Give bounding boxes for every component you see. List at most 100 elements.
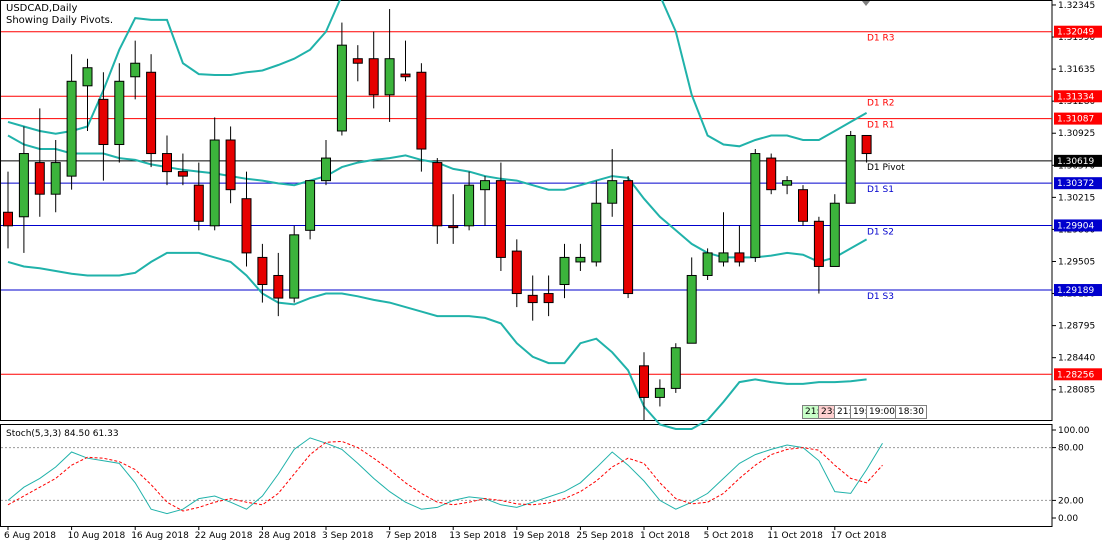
price-tick-label: 1.30215	[1058, 193, 1095, 203]
price-tag-label: 1.30372	[1057, 179, 1094, 189]
bear-candle	[734, 252, 745, 263]
bull-candle	[750, 153, 761, 258]
chart-subtitle-label: Showing Daily Pivots.	[6, 15, 114, 26]
pivot-label: D1 S3	[867, 292, 894, 302]
price-tag-label: 1.30619	[1057, 157, 1094, 167]
bull-candle	[66, 80, 77, 177]
bull-candle	[289, 234, 300, 299]
date-tick-label: 5 Oct 2018	[704, 531, 754, 541]
date-tick-label: 13 Sep 2018	[449, 531, 506, 541]
pivot-label: D1 S1	[867, 185, 894, 195]
price-tick-label: 1.28795	[1058, 322, 1095, 332]
price-tick-label: 1.31990	[1058, 33, 1095, 43]
bull-candle	[384, 58, 395, 96]
bear-candle	[257, 256, 268, 286]
stoch-tick-label: 80.00	[1058, 444, 1084, 454]
bear-candle	[527, 294, 538, 304]
bollinger-lower-band	[7, 251, 867, 430]
stoch-main-line	[7, 437, 883, 515]
pivot-label: D1 R3	[867, 34, 895, 44]
chart-shift-marker	[862, 1, 870, 6]
bear-candle	[273, 274, 284, 299]
bull-candle	[591, 202, 602, 263]
bull-candle	[321, 157, 331, 182]
stoch-pane-frame	[0, 424, 1053, 527]
price-tag	[1054, 90, 1102, 103]
bear-candle	[177, 171, 188, 177]
price-tick-label: 1.28085	[1058, 386, 1095, 396]
bear-candle	[146, 71, 157, 155]
bull-candle	[718, 252, 729, 263]
price-tag	[1054, 177, 1102, 190]
price-tag-label: 1.32049	[1057, 28, 1094, 38]
bear-candle	[225, 139, 236, 191]
date-tick-label: 28 Aug 2018	[258, 531, 316, 541]
price-tag-label: 1.29189	[1057, 286, 1094, 296]
session-box-6: 18:30	[895, 405, 927, 419]
stoch-tick-label: 20.00	[1058, 496, 1084, 506]
price-tag	[1054, 368, 1102, 381]
date-tick-label: 19 Sep 2018	[513, 531, 570, 541]
price-tag	[1054, 219, 1102, 232]
bear-candle	[639, 365, 649, 398]
date-tick-label: 16 Aug 2018	[131, 531, 189, 541]
stoch-tick-label: 100.00	[1058, 426, 1090, 436]
stoch-tick-label: 0.00	[1058, 514, 1078, 524]
stoch-title: Stoch(5,3,3) 84.50 61.33	[6, 429, 119, 439]
price-tag	[1054, 154, 1102, 167]
bull-candle	[480, 180, 490, 191]
bear-candle	[352, 58, 363, 64]
bull-candle	[654, 387, 665, 398]
chart-symbol-label: USDCAD,Daily	[6, 3, 78, 14]
price-tag-label: 1.28256	[1057, 370, 1094, 380]
bull-candle	[686, 274, 697, 344]
bull-candle	[464, 184, 475, 227]
pivot-label: D1 S2	[867, 227, 894, 237]
price-tag	[1054, 284, 1102, 297]
bear-candle	[162, 153, 172, 173]
bear-candle	[3, 211, 13, 227]
bull-candle	[575, 256, 586, 263]
date-tick-label: 11 Oct 2018	[767, 531, 823, 541]
date-tick-label: 22 Aug 2018	[195, 531, 253, 541]
session-box-3: 21:	[834, 405, 855, 419]
pivot-label: D1 R1	[867, 121, 895, 131]
price-tick-label: 1.31635	[1058, 65, 1095, 75]
bear-candle	[241, 198, 252, 254]
session-box-1: 21:	[802, 405, 823, 419]
bear-candle	[495, 180, 506, 258]
bear-candle	[861, 134, 872, 155]
date-tick-label: 10 Aug 2018	[68, 531, 126, 541]
bull-candle	[829, 202, 840, 267]
bull-candle	[782, 180, 793, 186]
price-tag-label: 1.31334	[1057, 92, 1094, 102]
price-tag-label: 1.31087	[1057, 115, 1094, 125]
date-tick-label: 3 Sep 2018	[322, 531, 374, 541]
price-tick-label: 1.28440	[1058, 354, 1095, 364]
bull-candle	[670, 347, 681, 389]
bear-candle	[543, 293, 554, 304]
bear-candle	[400, 73, 411, 78]
bull-candle	[130, 62, 141, 78]
bear-candle	[193, 184, 204, 222]
bear-candle	[432, 162, 443, 227]
price-tick-label: 1.30925	[1058, 129, 1095, 139]
date-tick-label: 17 Oct 2018	[831, 531, 887, 541]
bear-candle	[448, 225, 459, 229]
bull-candle	[305, 180, 316, 231]
bull-candle	[336, 44, 347, 132]
bear-candle	[416, 71, 427, 150]
bear-candle	[813, 220, 824, 267]
date-tick-label: 6 Aug 2018	[4, 531, 56, 541]
pivot-label: D1 R2	[867, 98, 895, 108]
price-tick-label: 1.29505	[1058, 257, 1095, 267]
bear-candle	[798, 189, 808, 222]
price-tag-label: 1.29904	[1057, 221, 1094, 231]
price-pane-frame	[0, 0, 1053, 421]
pivot-label: D1 Pivot	[867, 163, 905, 173]
price-tick-label: 1.32345	[1058, 1, 1095, 11]
stoch-signal-line	[7, 440, 883, 512]
bollinger-upper-band	[7, 0, 868, 148]
bull-candle	[702, 252, 713, 276]
